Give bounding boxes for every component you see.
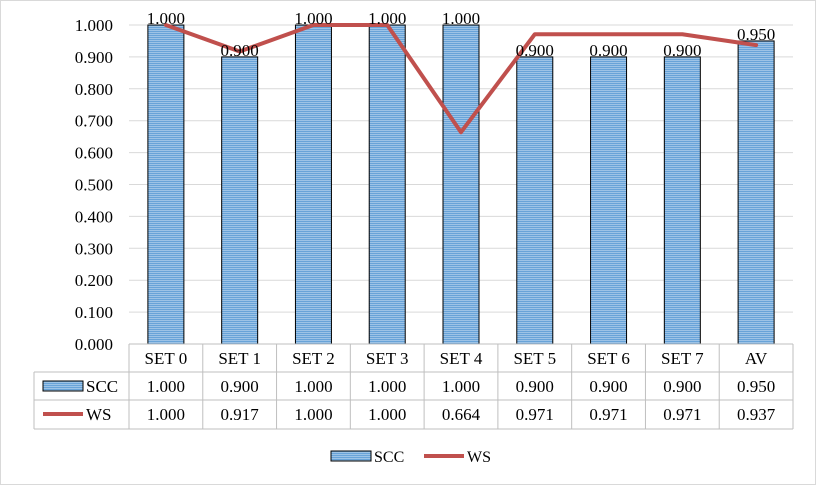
x-category-label: SET 7 bbox=[661, 349, 704, 368]
table-cell: 0.900 bbox=[589, 377, 627, 396]
table-cell: 1.000 bbox=[368, 377, 406, 396]
table-cell: 1.000 bbox=[294, 377, 332, 396]
bar-data-label: 0.900 bbox=[516, 41, 554, 60]
legend-label-ws: WS bbox=[467, 449, 491, 466]
bar-scc bbox=[590, 56, 628, 345]
bar-scc bbox=[516, 56, 554, 345]
bar-data-label: 0.900 bbox=[221, 41, 259, 60]
y-tick-label: 0.000 bbox=[75, 335, 113, 354]
y-tick-label: 0.400 bbox=[75, 207, 113, 226]
y-tick-label: 0.500 bbox=[75, 176, 113, 195]
bar-data-label: 1.000 bbox=[147, 9, 185, 28]
y-axis-tick-labels: 0.000 0.100 0.200 0.300 0.400 0.500 0.600 0.700… bbox=[75, 16, 113, 354]
line-ws bbox=[163, 23, 759, 135]
table-cell: 0.900 bbox=[663, 377, 701, 396]
table-cell: 0.900 bbox=[221, 377, 259, 396]
ws-line-series bbox=[163, 23, 759, 135]
x-category-label: SET 1 bbox=[218, 349, 261, 368]
table-series-name: WS bbox=[86, 405, 112, 424]
bar-scc bbox=[147, 24, 185, 345]
bar-data-label: 0.950 bbox=[737, 25, 775, 44]
y-tick-label: 0.600 bbox=[75, 144, 113, 163]
scc-bars bbox=[147, 24, 775, 345]
bar-data-label: 0.900 bbox=[663, 41, 701, 60]
table-cell: 0.664 bbox=[442, 405, 481, 424]
table-cell: 0.917 bbox=[221, 405, 260, 424]
bar-scc bbox=[663, 56, 701, 345]
y-tick-label: 0.900 bbox=[75, 48, 113, 67]
table-cell: 1.000 bbox=[442, 377, 480, 396]
bar-data-label: 1.000 bbox=[442, 9, 480, 28]
bar-data-label: 1.000 bbox=[368, 9, 406, 28]
x-category-label: SET 3 bbox=[366, 349, 409, 368]
data-table: SET 0 SET 1 SET 2 SET 3 SET 4 SET 5 SET 6 SET 7… bbox=[33, 343, 794, 430]
scc-data-labels: 1.000 0.900 1.000 1.000 1.000 0.900 0.900 0.900… bbox=[147, 9, 775, 60]
bar-scc bbox=[221, 56, 259, 345]
legend-label-scc: SCC bbox=[374, 449, 404, 466]
y-tick-label: 0.100 bbox=[75, 303, 113, 322]
x-category-label: SET 6 bbox=[587, 349, 630, 368]
x-category-label: SET 4 bbox=[440, 349, 483, 368]
table-cell: 0.900 bbox=[516, 377, 554, 396]
bar-scc bbox=[368, 24, 406, 345]
bar-data-label: 0.900 bbox=[589, 41, 627, 60]
y-tick-label: 0.200 bbox=[75, 271, 113, 290]
y-tick-label: 0.700 bbox=[75, 112, 113, 131]
table-cell: 1.000 bbox=[368, 405, 406, 424]
y-tick-label: 0.800 bbox=[75, 80, 113, 99]
x-category-label: AV bbox=[745, 349, 768, 368]
table-cell: 0.971 bbox=[516, 405, 554, 424]
table-cell: 0.937 bbox=[737, 405, 776, 424]
table-series-name: SCC bbox=[86, 377, 118, 396]
bar-scc bbox=[737, 40, 775, 345]
bar-scc bbox=[442, 24, 480, 345]
table-cell: 0.971 bbox=[589, 405, 627, 424]
bar-data-label: 1.000 bbox=[294, 9, 332, 28]
x-category-label: SET 2 bbox=[292, 349, 335, 368]
legend-key-scc bbox=[330, 450, 372, 462]
table-cell: 1.000 bbox=[147, 377, 185, 396]
x-category-label: SET 0 bbox=[145, 349, 188, 368]
y-tick-label: 0.300 bbox=[75, 239, 113, 258]
table-cell: 0.971 bbox=[663, 405, 701, 424]
bar-scc bbox=[294, 24, 332, 345]
table-cell: 0.950 bbox=[737, 377, 775, 396]
x-category-label: SET 5 bbox=[513, 349, 556, 368]
table-key-scc bbox=[42, 380, 84, 392]
table-cell: 1.000 bbox=[147, 405, 185, 424]
legend: SCC WS bbox=[330, 449, 491, 466]
y-tick-label: 1.000 bbox=[75, 16, 113, 35]
table-cell: 1.000 bbox=[294, 405, 332, 424]
